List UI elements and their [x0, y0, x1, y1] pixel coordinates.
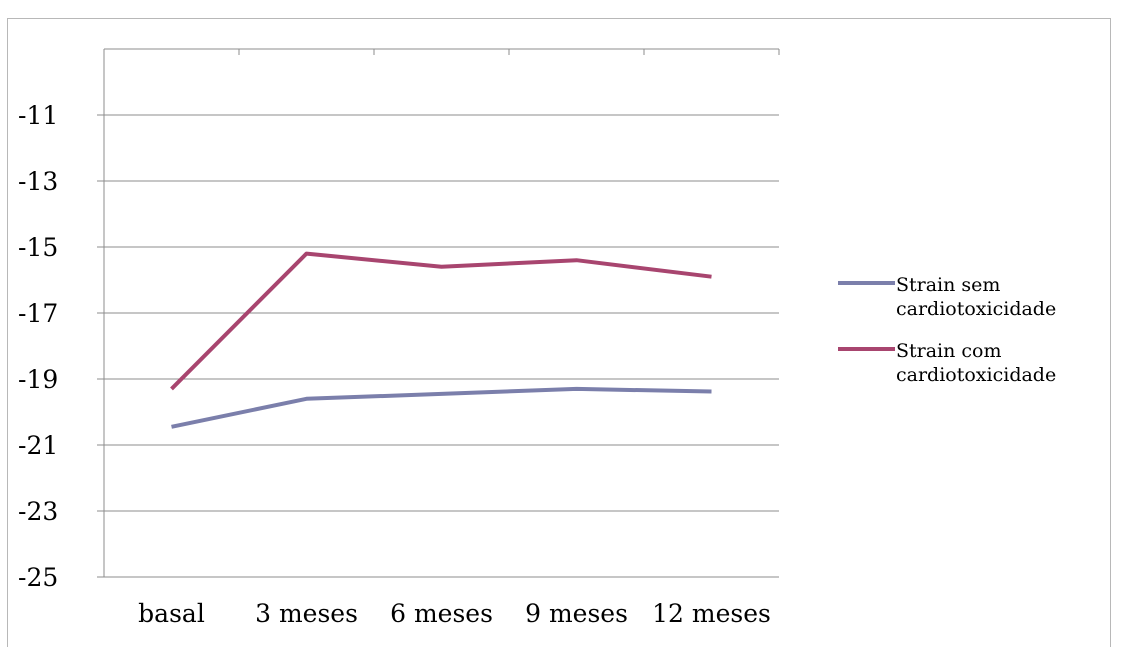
y-tick-label: -25: [18, 563, 58, 592]
x-tick-label: 3 meses: [255, 599, 358, 628]
x-axis-tick-labels: basal 3 meses 6 meses 9 meses 12 meses: [138, 599, 771, 628]
x-tick-label: 9 meses: [525, 599, 628, 628]
y-tick-label: -13: [18, 167, 58, 196]
grid-lines: [104, 114, 779, 578]
legend-label: Strain sem: [896, 274, 1000, 296]
y-tick-label: -19: [18, 365, 58, 394]
x-tick-label: basal: [138, 599, 205, 628]
series-line: [171, 386, 712, 429]
series-line: [170, 251, 712, 391]
series-lines: [170, 251, 712, 429]
legend-label: Strain com: [896, 340, 1002, 362]
legend-label: cardiotoxicidade: [896, 364, 1056, 386]
y-axis-tick-labels: -11 -13 -15 -17 -19 -21 -23 -25: [18, 101, 58, 592]
legend-label: cardiotoxicidade: [896, 298, 1056, 320]
y-tick-label: -23: [18, 497, 58, 526]
x-tick-label: 12 meses: [652, 599, 771, 628]
x-tick-label: 6 meses: [390, 599, 493, 628]
chart-frame: [7, 18, 1111, 647]
y-tick-label: -17: [18, 299, 58, 328]
y-tick-label: -21: [18, 431, 58, 460]
y-tick-label: -15: [18, 233, 58, 262]
axes: [97, 48, 780, 578]
y-tick-label: -11: [18, 101, 58, 130]
